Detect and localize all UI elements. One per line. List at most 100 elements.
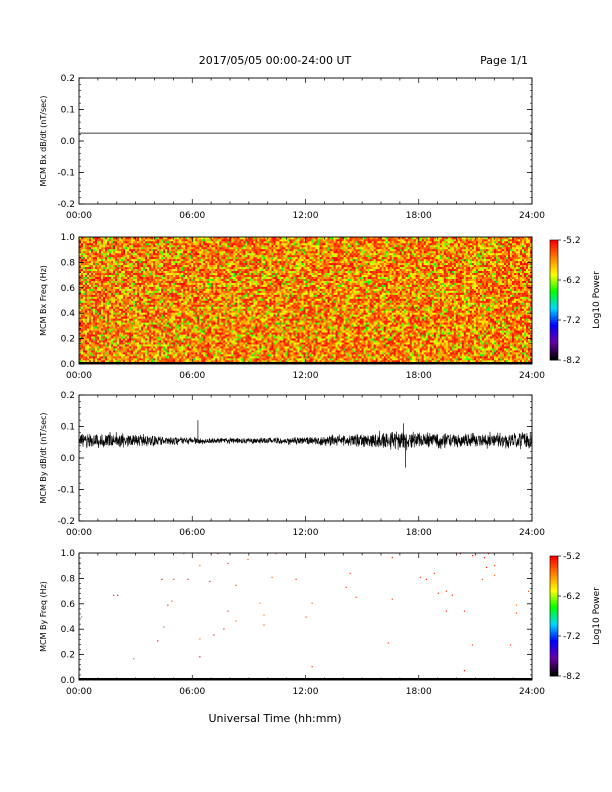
spectrogram-cell — [161, 344, 164, 347]
spectrogram-cell — [215, 262, 218, 266]
x-tick-label: 12:00 — [293, 211, 319, 221]
spectrogram-cell — [101, 296, 104, 299]
spectrogram-cell — [113, 237, 116, 240]
spectrogram-cell — [187, 266, 190, 270]
spectrogram-cell — [131, 286, 134, 289]
spectrogram-cell — [139, 350, 142, 353]
spectrogram-cell — [117, 348, 120, 351]
spectrogram-cell — [87, 300, 90, 303]
spectrogram-cell — [169, 238, 172, 242]
spectrogram-cell — [137, 356, 140, 359]
spectrogram-cell — [223, 242, 226, 246]
spectrogram-cell — [97, 344, 100, 347]
spectrogram-cell — [211, 346, 214, 349]
spectrogram-cell — [201, 242, 204, 246]
spectrogram-cell — [149, 238, 152, 242]
spectrogram-cell — [97, 252, 100, 256]
spectrogram-cell — [191, 328, 194, 331]
spectrogram-cell — [125, 310, 128, 313]
spectrogram-cell — [181, 352, 184, 355]
spectrogram-cell — [195, 282, 198, 285]
spectrogram-cell — [197, 306, 200, 309]
spectrogram-cell — [191, 286, 194, 289]
spectrogram-cell — [223, 338, 226, 341]
spectrogram-cell — [145, 348, 148, 351]
spectrogram-cell — [193, 302, 196, 305]
spectrogram-cell — [207, 264, 210, 268]
spectrogram-cell — [85, 280, 88, 283]
spectrogram-cell — [91, 306, 94, 309]
spectrogram-cell — [87, 306, 90, 309]
spectrogram-cell — [183, 322, 186, 325]
spectrogram-cell — [95, 260, 98, 264]
spectrogram-cell — [121, 336, 124, 339]
spectrogram-cell — [139, 254, 142, 258]
spectrogram-cell — [205, 272, 208, 275]
spectrogram-cell — [91, 270, 94, 274]
spectrogram-cell — [189, 254, 192, 258]
spectrogram-cell — [201, 358, 204, 361]
spectrogram-cell — [125, 348, 128, 351]
spectrogram-cell — [227, 340, 230, 343]
spectrogram-cell — [153, 350, 156, 353]
spectrogram-cell — [103, 306, 106, 309]
spectrogram-cell — [117, 344, 120, 347]
spectrogram-cell — [157, 280, 160, 283]
spectrogram-cell — [109, 348, 112, 351]
spectrogram-cell — [135, 248, 138, 252]
spectrogram-cell — [219, 280, 222, 283]
spectrogram-cell — [163, 312, 166, 315]
spectrogram-cell — [167, 260, 170, 264]
spectrogram-cell — [161, 296, 164, 299]
spectrogram-cell — [163, 266, 166, 270]
spectrogram-cell — [93, 318, 96, 321]
spectrogram-cell — [89, 296, 92, 299]
spectrogram-cell — [139, 278, 142, 281]
spectrogram-cell — [185, 308, 188, 311]
spectrogram-cell — [131, 264, 134, 268]
spectrogram-cell — [99, 258, 102, 262]
spectrogram-cell — [143, 268, 146, 272]
spectrogram-cell — [213, 310, 216, 313]
spectrogram-cell — [167, 268, 170, 272]
spectrogram-cell — [131, 246, 134, 250]
spectrogram-cell — [133, 262, 136, 266]
spectrogram-cell — [143, 350, 146, 353]
spectrogram-cell — [135, 256, 138, 260]
spectrogram-cell — [225, 354, 228, 357]
spectrogram-cell — [201, 346, 204, 349]
spectrogram-cell — [91, 310, 94, 313]
spectrogram-cell — [191, 300, 194, 303]
spectrogram-cell — [187, 320, 190, 323]
spectrogram-cell — [123, 360, 126, 363]
spectrogram-cell — [101, 346, 104, 349]
spectrogram-cell — [195, 302, 198, 305]
spectrogram-cell — [143, 318, 146, 321]
spectrogram-cell — [189, 360, 192, 363]
spectrogram-cell — [105, 304, 108, 307]
spectrogram-cell — [81, 294, 84, 297]
spectrogram-cell — [95, 296, 98, 299]
spectrogram-cell — [225, 260, 228, 264]
spectrogram-cell — [197, 342, 200, 345]
spectrogram-cell — [195, 330, 198, 333]
spectrogram-cell — [175, 242, 178, 246]
spectrogram-cell — [99, 324, 102, 327]
spectrogram-cell — [107, 274, 110, 277]
spectrogram-cell — [209, 342, 212, 345]
spectrogram-cell — [115, 262, 118, 266]
spectrogram-cell — [143, 237, 146, 240]
spectrogram-cell — [161, 240, 164, 244]
spectrogram-cell — [211, 292, 214, 295]
spectrogram-cell — [161, 352, 164, 355]
spectrogram-cell — [157, 237, 160, 240]
spectrogram-cell — [199, 360, 202, 363]
spectrogram-cell — [193, 326, 196, 329]
spectrogram-cell — [203, 340, 206, 343]
spectrogram-cell — [159, 304, 162, 307]
spectrogram-cell — [173, 296, 176, 299]
spectrogram-cell — [161, 310, 164, 313]
spectrogram-cell — [91, 272, 94, 275]
spectrogram-cell — [139, 258, 142, 262]
spectrogram-cell — [211, 282, 214, 285]
